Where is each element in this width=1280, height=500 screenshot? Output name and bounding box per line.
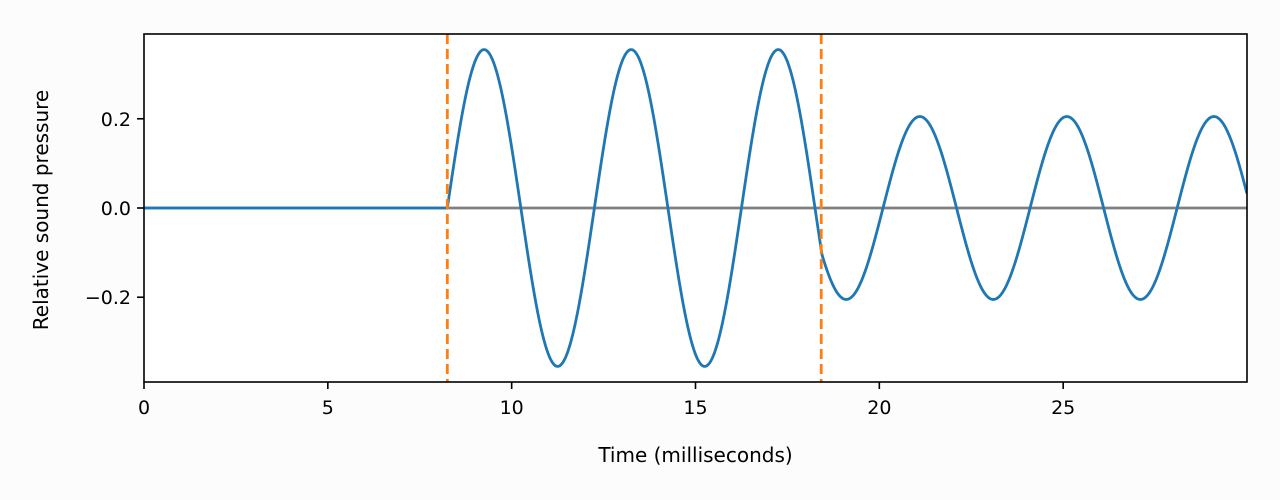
waveform-line xyxy=(144,48,1247,368)
y-tick-label: 0.0 xyxy=(101,198,131,220)
y-axis-label: Relative sound pressure xyxy=(29,90,53,330)
x-tick-label: 10 xyxy=(500,397,524,419)
y-tick-label: −0.2 xyxy=(85,287,131,309)
x-tick-label: 15 xyxy=(683,397,707,419)
y-tick-label: 0.2 xyxy=(101,109,131,131)
x-tick-label: 20 xyxy=(867,397,891,419)
plot-inner xyxy=(144,34,1247,382)
x-tick-label: 0 xyxy=(138,397,150,419)
x-axis-label: Time (milliseconds) xyxy=(597,443,792,467)
x-tick-label: 5 xyxy=(322,397,334,419)
x-tick-label: 25 xyxy=(1051,397,1075,419)
